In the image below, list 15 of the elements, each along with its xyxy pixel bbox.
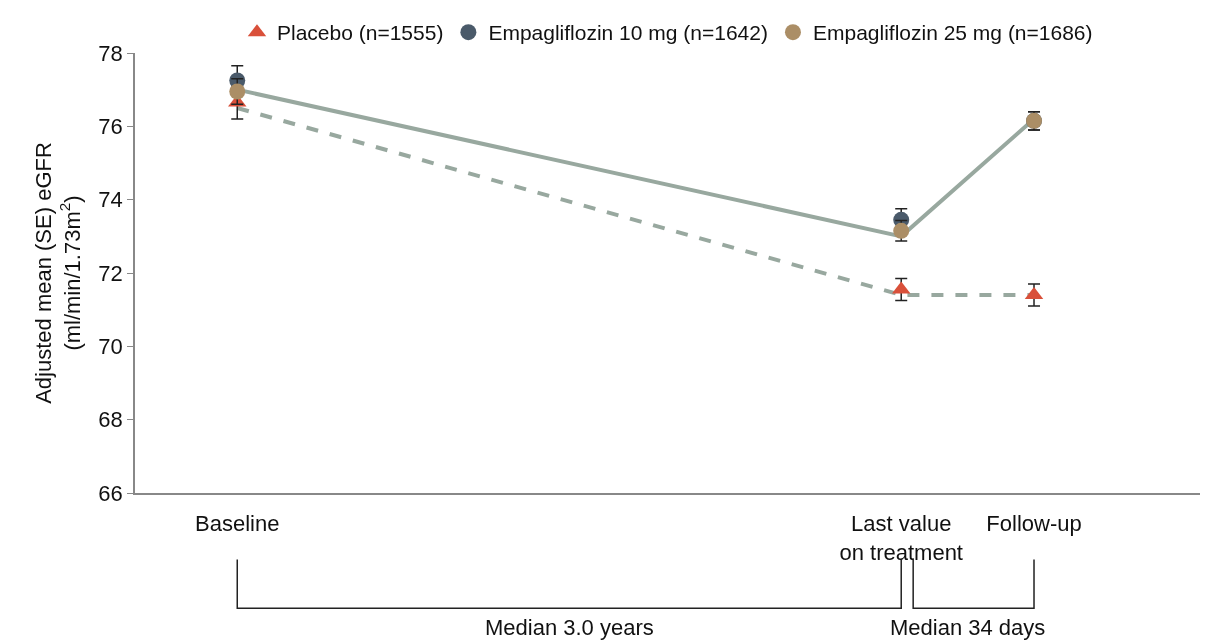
x-tick-label: Follow-up [986, 511, 1082, 537]
x-tick-label: Baseline [195, 511, 280, 537]
legend-label: Empagliflozin 25 mg (n=1686) [812, 21, 1093, 45]
y-tick-label: 72 [98, 260, 123, 286]
legend-label: Empagliflozin 10 mg (n=1642) [488, 21, 768, 45]
text: Median 3.0 years [485, 615, 654, 640]
legend-label: Placebo (n=1555) [277, 21, 444, 45]
text: Median 34 days [890, 615, 1046, 640]
y-tick-label: 66 [98, 480, 123, 506]
y-tick-label: 76 [98, 114, 123, 140]
y-tick-label: 78 [98, 40, 123, 66]
x-tick-label: Last value on treatment [839, 511, 963, 565]
y-tick-label: 74 [98, 187, 123, 213]
y-tick-label: 68 [98, 407, 123, 433]
y-tick-label: 70 [98, 334, 123, 360]
